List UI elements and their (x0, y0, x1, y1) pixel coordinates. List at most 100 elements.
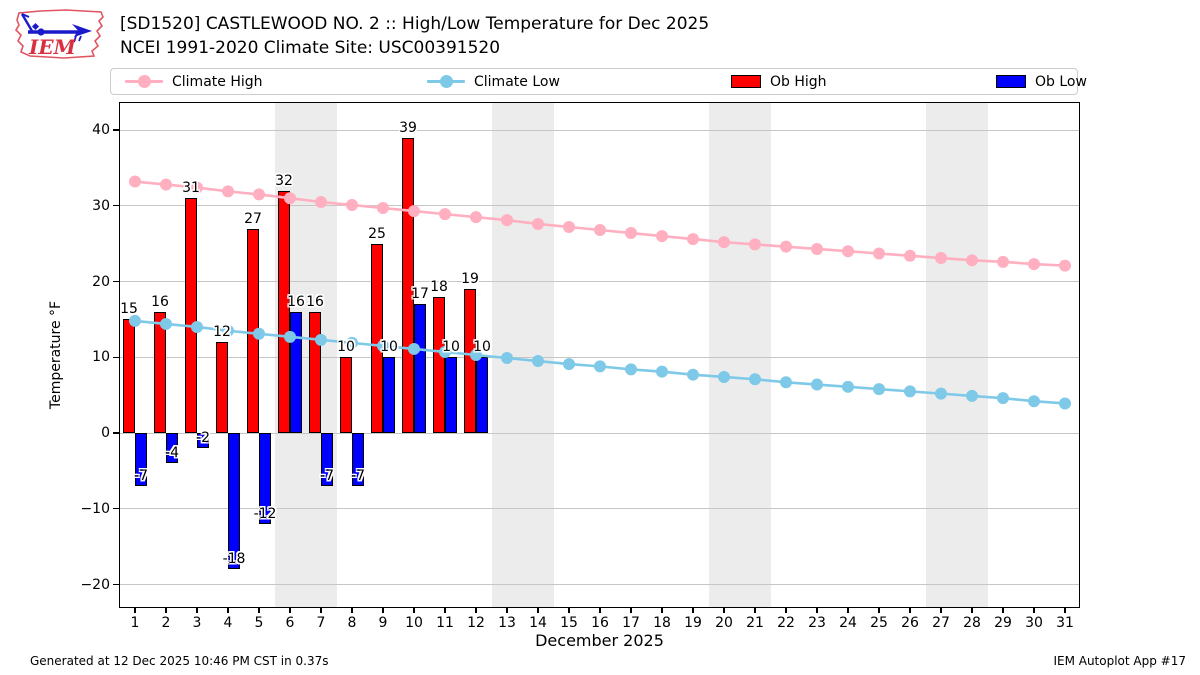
y-axis-tick (113, 205, 119, 207)
ob-high-bar-day-3 (185, 198, 197, 433)
x-tick-label: 21 (746, 615, 764, 631)
y-axis-label: Temperature °F (48, 300, 64, 410)
climate-high-marker (377, 202, 389, 215)
x-tick-label: 14 (529, 615, 547, 631)
climate-high-marker (594, 224, 606, 237)
ob-low-value-label: -4 (165, 445, 179, 462)
x-axis-tick (444, 608, 446, 613)
ob-high-bar-day-12 (464, 289, 476, 434)
x-axis-tick (382, 608, 384, 613)
x-axis-tick (258, 608, 260, 613)
y-axis-tick (113, 129, 119, 131)
x-tick-label: 9 (378, 615, 388, 631)
weekend-shading-band (708, 102, 771, 608)
ob-high-patch-swatch-icon (731, 75, 761, 88)
ob-high-value-label: 18 (430, 278, 448, 295)
climate-high-marker (687, 233, 699, 246)
legend-label: Ob High (770, 73, 827, 90)
x-axis-tick (165, 608, 167, 613)
ob-high-bar-day-2 (154, 311, 166, 433)
climate-low-marker (625, 363, 637, 376)
x-tick-label: 18 (653, 615, 671, 631)
ob-low-value-label: -12 (253, 505, 277, 522)
y-axis-tick (113, 583, 119, 586)
ob-low-value-label: 10 (380, 339, 398, 356)
x-tick-label: 4 (223, 615, 233, 631)
y-gridline (119, 584, 1080, 586)
y-tick-label: −20 (80, 576, 110, 593)
ob-high-bar-day-8 (340, 357, 352, 433)
app-credit: IEM Autoplot App #17 (1053, 654, 1186, 668)
weathervane-icon (20, 13, 92, 43)
climate-low-marker (997, 392, 1009, 405)
x-tick-label: 2 (161, 615, 171, 631)
x-tick-label: 12 (467, 615, 485, 631)
y-tick-label: 20 (92, 273, 110, 290)
ob-low-value-label: -7 (351, 468, 365, 485)
y-gridline (119, 356, 1080, 358)
y-axis-tick (113, 432, 119, 434)
x-tick-label: 20 (715, 615, 733, 631)
legend-label: Ob Low (1035, 73, 1087, 90)
y-gridline (119, 432, 1080, 434)
y-gridline (119, 205, 1080, 207)
page-title: [SD1520] CASTLEWOOD NO. 2 :: High/Low Te… (120, 14, 710, 34)
x-axis-tick (878, 608, 880, 613)
x-tick-label: 26 (901, 615, 919, 631)
ob-low-bar-day-1 (135, 433, 147, 487)
climate-high-marker (129, 175, 141, 188)
x-axis-tick (723, 608, 725, 613)
ob-low-bar-day-7 (321, 433, 333, 487)
x-axis-tick (134, 608, 136, 613)
x-tick-label: 27 (932, 615, 950, 631)
ob-high-bar-day-5 (247, 228, 259, 434)
climate-low-marker (1028, 395, 1040, 408)
x-tick-label: 6 (285, 615, 295, 631)
climate-low-marker (873, 383, 885, 396)
x-tick-label: 23 (808, 615, 826, 631)
y-tick-label: 40 (92, 122, 110, 139)
ob-low-bar-day-6 (290, 311, 302, 433)
ob-low-value-label: 10 (442, 339, 460, 356)
y-tick-label: −10 (80, 500, 110, 517)
x-axis-tick (971, 608, 973, 613)
x-tick-label: 8 (347, 615, 357, 631)
climate-high-marker (873, 247, 885, 260)
climate-low-marker (563, 358, 575, 371)
x-tick-label: 1 (130, 615, 140, 631)
climate-high-marker (656, 230, 668, 243)
legend-item-ob-low: Ob Low (996, 69, 1087, 94)
ob-high-bar-day-7 (309, 311, 321, 433)
climate-low-marker (811, 378, 823, 391)
x-tick-label: 24 (839, 615, 857, 631)
y-axis-tick (113, 508, 119, 510)
climate-high-marker (842, 245, 854, 258)
x-axis-tick (227, 608, 229, 613)
x-axis-tick (630, 608, 632, 613)
x-axis-tick (506, 608, 508, 613)
climate-high-marker (904, 249, 916, 262)
ob-high-value-label: 10 (337, 339, 355, 356)
climate-low-marker (594, 360, 606, 373)
x-axis-tick (475, 608, 477, 613)
legend-item-climate-high: Climate High (125, 69, 263, 94)
x-tick-label: 22 (777, 615, 795, 631)
climate-low-line-swatch-icon (427, 75, 465, 88)
x-tick-label: 3 (192, 615, 202, 631)
climate-high-marker (470, 211, 482, 224)
climate-high-marker (625, 227, 637, 240)
ob-high-value-label: 31 (182, 180, 200, 197)
climate-high-marker (160, 178, 172, 191)
ob-low-value-label: 10 (473, 339, 491, 356)
ob-high-bar-day-11 (433, 296, 445, 434)
ob-low-bar-day-11 (445, 357, 457, 433)
ob-low-bar-day-4 (228, 433, 240, 570)
ob-low-bar-day-8 (352, 433, 364, 487)
x-axis-tick (847, 608, 849, 613)
x-axis-label: December 2025 (535, 631, 664, 650)
climate-high-marker (1059, 259, 1071, 272)
climate-low-marker (780, 376, 792, 389)
x-tick-label: 19 (684, 615, 702, 631)
climate-high-marker (439, 208, 451, 221)
logo-text: IEM (28, 35, 77, 59)
